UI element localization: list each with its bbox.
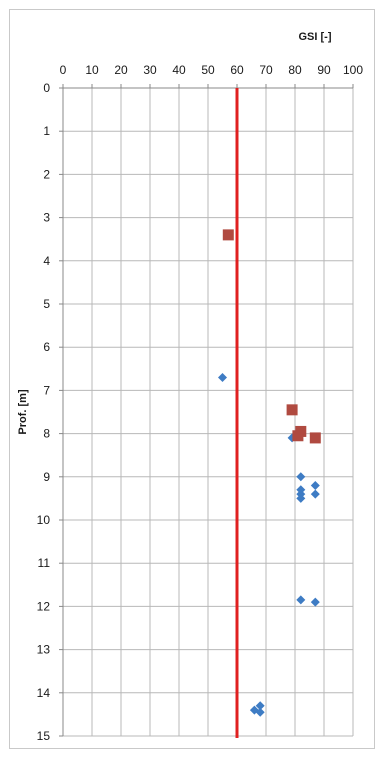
x-tick-label: 90 <box>317 63 331 77</box>
diamond-marker <box>310 597 320 607</box>
x-tick-label: 20 <box>114 63 128 77</box>
x-axis-title: GSI [-] <box>299 31 332 43</box>
y-tick-label: 2 <box>43 167 50 181</box>
diamond-marker <box>296 493 306 503</box>
x-tick-label: 50 <box>201 63 215 77</box>
square-marker <box>222 229 234 241</box>
diamond-marker <box>218 372 227 382</box>
diamond-marker <box>310 480 320 490</box>
chart-frame <box>9 9 375 749</box>
y-tick-label: 10 <box>37 513 51 527</box>
diamond-marker <box>296 595 306 605</box>
square-marker <box>292 430 304 442</box>
y-tick-label: 4 <box>43 254 50 268</box>
y-tick-label: 7 <box>43 383 50 397</box>
x-tick-label: 10 <box>85 63 99 77</box>
diamond-marker <box>310 489 320 499</box>
diamond-marker <box>255 701 265 711</box>
y-axis-title: Prof. [m] <box>17 389 29 435</box>
y-tick-label: 6 <box>43 340 50 354</box>
square-marker <box>286 404 298 416</box>
y-tick-label: 13 <box>37 643 51 657</box>
x-tick-label: 80 <box>288 63 302 77</box>
diamond-marker <box>296 472 306 482</box>
grid <box>59 84 354 737</box>
y-tick-label: 1 <box>43 124 50 138</box>
y-tick-label: 9 <box>43 470 50 484</box>
data-points <box>218 229 321 717</box>
x-tick-label: 70 <box>259 63 273 77</box>
diamond-marker <box>255 707 265 717</box>
y-tick-label: 5 <box>43 297 50 311</box>
y-tick-label: 15 <box>37 729 51 743</box>
y-tick-label: 11 <box>38 556 51 570</box>
x-tick-label: 40 <box>172 63 186 77</box>
tick-labels: 0 10 20 30 40 50 60 70 80 90 100012345678910111213… <box>37 63 364 743</box>
x-tick-label: 0 <box>60 63 67 77</box>
y-tick-label: 0 <box>43 81 50 95</box>
y-tick-label: 12 <box>37 599 51 613</box>
x-tick-label: 60 <box>230 63 244 77</box>
y-tick-label: 3 <box>43 211 50 225</box>
x-tick-label: 100 <box>343 63 363 77</box>
square-marker <box>309 432 321 444</box>
x-tick-label: 30 <box>143 63 157 77</box>
y-tick-label: 8 <box>43 427 50 441</box>
y-tick-label: 14 <box>37 686 51 700</box>
